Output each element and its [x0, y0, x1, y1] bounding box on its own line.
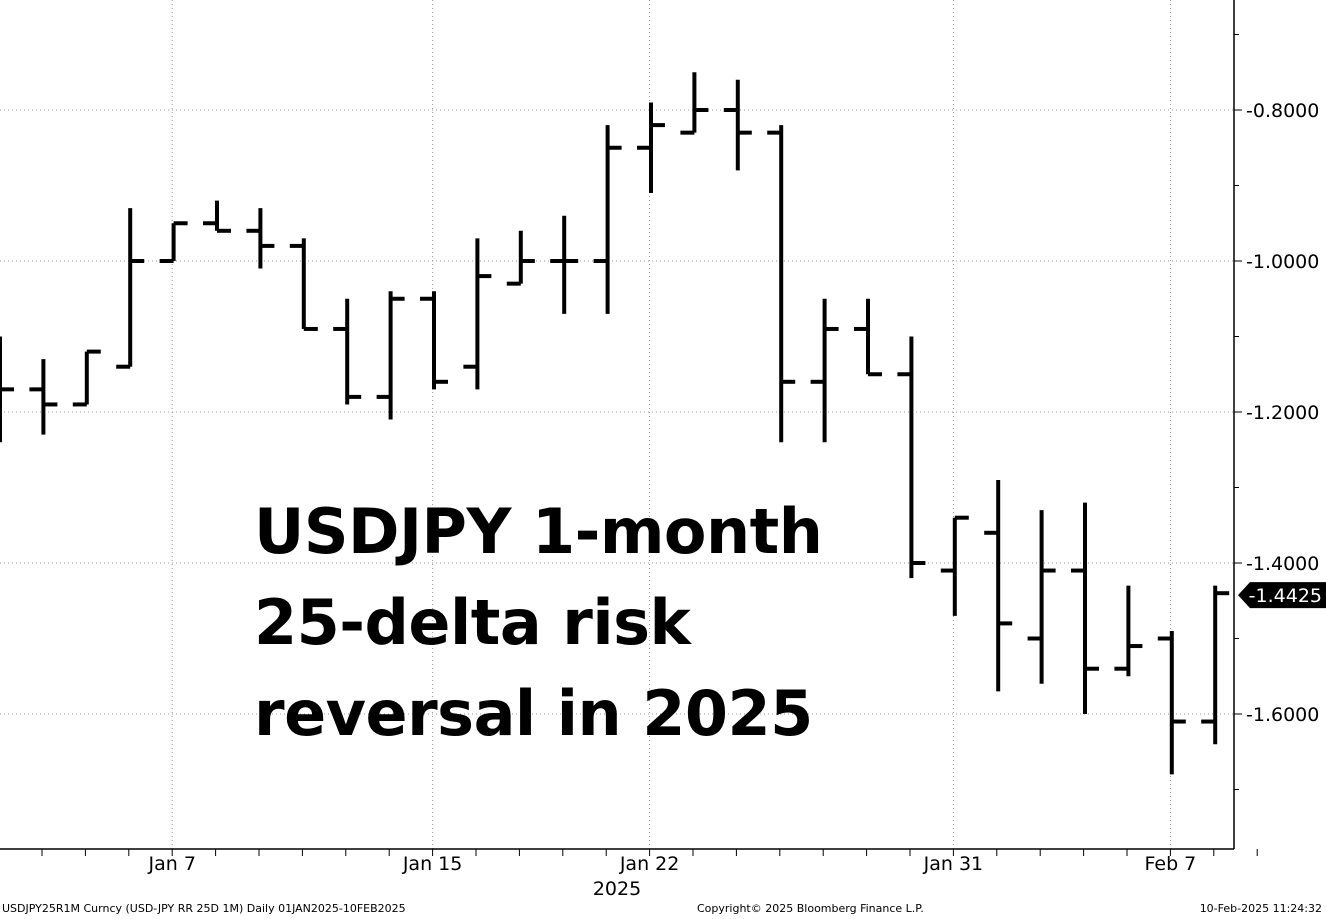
overlay-title-line-1: USDJPY 1-month: [254, 495, 823, 568]
ohlc-bar: [940, 515, 969, 616]
ohlc-bar: [1201, 585, 1230, 745]
x-axis-ticks: Jan 7 Jan 15 Jan 22 Jan 31 Feb 7 2025: [41, 849, 1258, 900]
ohlc-bar: [1071, 502, 1099, 714]
x-tick-label: Jan 31: [923, 853, 984, 875]
footer-security-info: USDJPY25R1M Curncy (USD-JPY RR 25D 1M) D…: [2, 902, 406, 915]
ohlc-bar: [420, 291, 448, 390]
x-tick-label: Jan 15: [402, 853, 463, 875]
last-value-label: -1.4425: [1249, 585, 1322, 607]
x-tick-label: Feb 7: [1145, 853, 1197, 875]
footer-timestamp: 10-Feb-2025 11:24:32: [1199, 902, 1322, 915]
ohlc-bar: [116, 208, 145, 369]
ohlc-bar: [159, 221, 188, 263]
ohlc-bar: [72, 349, 101, 407]
x-tick-label: Jan 22: [619, 853, 680, 875]
ohlc-bar: [897, 336, 926, 579]
y-tick-label: -0.8000: [1246, 100, 1319, 122]
ohlc-bar: [376, 291, 405, 420]
y-tick-label: -1.6000: [1246, 704, 1319, 726]
ohlc-bar: [767, 125, 796, 443]
ohlc-bar: [506, 230, 535, 286]
ohlc-bar: [246, 208, 275, 269]
ohlc-bar: [1157, 630, 1186, 775]
ohlc-bar: [637, 102, 665, 194]
ohlc-bar: [723, 79, 752, 171]
ohlc-bar: [203, 200, 231, 233]
ohlc-bar: [0, 336, 14, 443]
ohlc-bar: [333, 298, 362, 405]
axes: [0, 0, 1235, 850]
ohlc-bar: [29, 359, 58, 435]
overlay-title-line-2: 25-delta risk: [254, 586, 691, 659]
x-year-label: 2025: [593, 878, 641, 900]
x-tick-label: Jan 7: [147, 853, 195, 875]
y-tick-label: -1.4000: [1246, 553, 1319, 575]
footer-copyright: Copyright© 2025 Bloomberg Finance L.P.: [697, 902, 924, 915]
ohlc-bar: [1027, 510, 1056, 684]
ohlc-bar: [289, 238, 318, 331]
ohlc-bar: [550, 215, 579, 314]
last-value-badge: -1.4425: [1238, 582, 1326, 609]
y-tick-label: -1.2000: [1246, 402, 1319, 424]
grid-lines: [0, 0, 1234, 849]
ohlc-bar: [593, 125, 622, 314]
ohlc-bar: [854, 298, 882, 377]
y-tick-label: -1.0000: [1246, 251, 1319, 273]
last-value-badge-bg: [1238, 582, 1326, 609]
ohlc-bar: [1114, 585, 1143, 677]
ohlc-bar: [984, 479, 1013, 692]
overlay-title-line-3: reversal in 2025: [254, 677, 813, 750]
ohlc-bar: [680, 72, 709, 135]
chart-overlay-title: USDJPY 1-month 25-delta risk reversal in…: [254, 486, 854, 759]
ohlc-bar: [810, 298, 839, 443]
ohlc-bars: [0, 72, 1230, 775]
ohlc-bar: [463, 238, 492, 390]
y-axis-ticks: -0.8000 -1.0000 -1.2000 -1.4000 -1.6000: [1234, 34, 1319, 790]
